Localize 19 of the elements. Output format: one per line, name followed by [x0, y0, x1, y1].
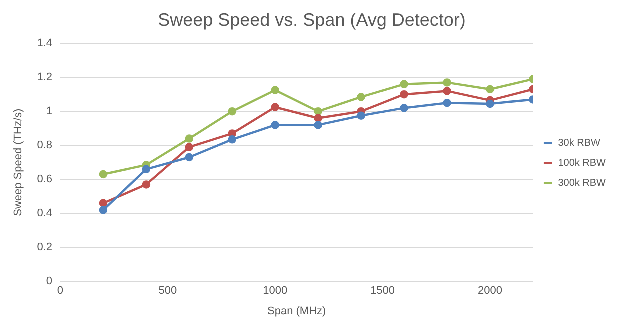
y-tick-label: 0.6	[37, 174, 52, 186]
x-tick-label: 2000	[478, 285, 502, 298]
chart-title: Sweep Speed vs. Span (Avg Detector)	[158, 10, 466, 30]
legend-label: 30k RBW	[558, 138, 601, 149]
y-axis-title: Sweep Speed (THz/s)	[12, 108, 25, 216]
y-tick-label: 0.4	[37, 208, 52, 220]
x-tick-label: 1000	[263, 285, 288, 298]
y-tick-label: 0.2	[37, 242, 52, 254]
x-tick-label: 500	[158, 285, 178, 298]
x-axis-title: Span (MHz)	[268, 305, 326, 318]
legend-label: 300k RBW	[558, 178, 607, 189]
y-tick-label: 1.4	[37, 38, 52, 50]
y-tick-label: 0.8	[37, 140, 52, 152]
y-tick-label: 1	[46, 106, 52, 118]
x-tick-label: 0	[57, 285, 64, 298]
y-tick-label: 0	[46, 276, 52, 288]
x-tick-label: 1500	[370, 285, 396, 298]
y-tick-label: 1.2	[37, 72, 52, 84]
legend-label: 100k RBW	[558, 158, 607, 169]
